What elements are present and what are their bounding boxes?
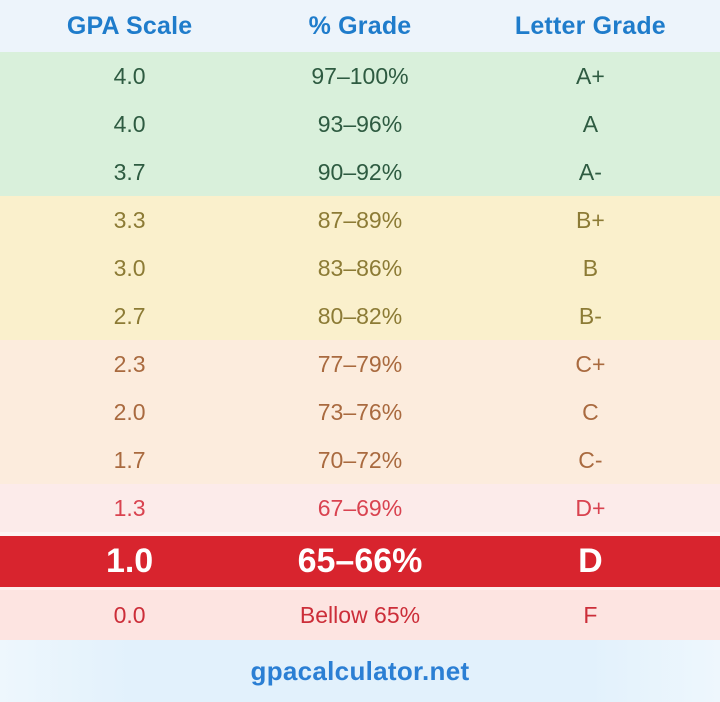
letter-grade: D [578,542,603,580]
letter-grade: C- [578,446,603,473]
percent-range: 73–76% [317,398,403,425]
gpa-value: 1.7 [113,446,146,473]
table-row: 2.0 73–76% C [0,388,720,436]
percent-range: 70–72% [317,446,403,473]
letter-grade: C+ [575,350,606,377]
table-row: 4.0 93–96% A [0,100,720,148]
gpa-value: 3.3 [113,206,146,233]
table-row: 3.0 83–86% B [0,244,720,292]
percent-range: 90–92% [317,158,403,185]
gpa-value: 1.3 [113,494,146,521]
letter-grade: A+ [575,62,605,89]
gpa-value: 2.7 [113,302,146,329]
letter-grade: A [582,110,599,137]
table-row: 1.0 65–66% D [0,532,720,590]
percent-range: 83–86% [317,254,403,281]
letter-grade: B+ [575,206,605,233]
table-body: 4.0 97–100% A+ 4.0 93–96% A 3.7 90–92% A… [0,52,720,640]
percent-range: 77–79% [317,350,403,377]
table-row: 4.0 97–100% A+ [0,52,720,100]
gpa-value: 0.0 [113,601,146,628]
letter-grade: F [583,601,598,628]
header-percent-grade: % Grade [308,11,412,40]
percent-range: 87–89% [317,206,403,233]
letter-grade: D+ [575,494,606,521]
table-row: 2.3 77–79% C+ [0,340,720,388]
footer: gpacalculator.net [0,640,720,702]
table-row: 3.7 90–92% A- [0,148,720,196]
gpa-value: 2.3 [113,350,146,377]
percent-range: 93–96% [317,110,403,137]
percent-range: 80–82% [317,302,403,329]
percent-range: Bellow 65% [299,601,421,628]
site-link[interactable]: gpacalculator.net [250,655,470,686]
letter-grade: B [582,254,599,281]
percent-range: 67–69% [317,494,403,521]
header-letter-grade: Letter Grade [514,11,666,40]
table-row: 1.3 67–69% D+ [0,484,720,532]
table-row: 0.0 Bellow 65% F [0,590,720,640]
table-row: 2.7 80–82% B- [0,292,720,340]
table-header: GPA Scale % Grade Letter Grade [0,0,720,52]
percent-range: 65–66% [297,542,423,580]
gpa-value: 3.0 [113,254,146,281]
gpa-value: 4.0 [113,110,146,137]
letter-grade: B- [578,302,602,329]
percent-range: 97–100% [311,62,409,89]
gpa-value: 2.0 [113,398,146,425]
gpa-value: 3.7 [113,158,146,185]
letter-grade: C [582,398,599,425]
letter-grade: A- [578,158,602,185]
table-row: 1.7 70–72% C- [0,436,720,484]
gpa-value: 4.0 [113,62,146,89]
table-row: 3.3 87–89% B+ [0,196,720,244]
gpa-value: 1.0 [105,542,154,580]
header-gpa-scale: GPA Scale [66,11,193,40]
